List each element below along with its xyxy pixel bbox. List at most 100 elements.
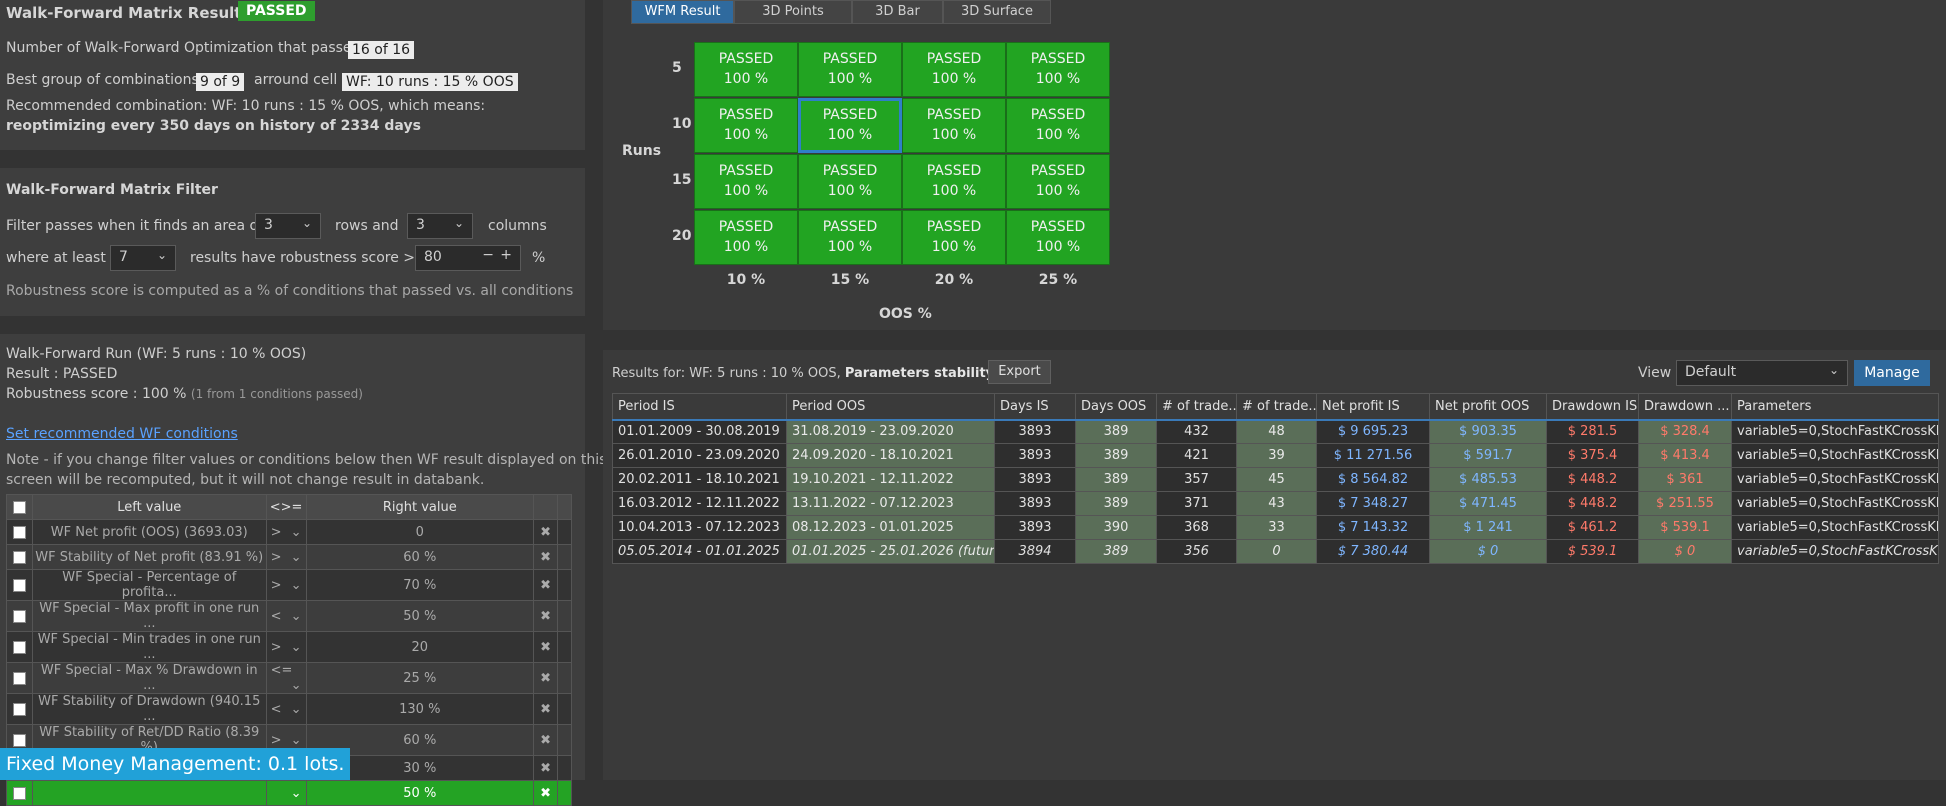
matrix-cell[interactable]: PASSED 100 % <box>798 154 902 209</box>
table-row[interactable]: 16.03.2012 - 12.11.2022 13.11.2022 - 07.1… <box>612 491 1939 516</box>
col-header[interactable]: Period OOS <box>786 393 995 421</box>
table-row[interactable]: 05.05.2014 - 01.01.2025 01.01.2025 - 25.0… <box>612 539 1939 564</box>
col-header[interactable]: Net profit OOS <box>1429 393 1547 421</box>
table-row[interactable]: 10.04.2013 - 07.12.2023 08.12.2023 - 01.0… <box>612 515 1939 540</box>
row-checkbox[interactable] <box>6 693 33 725</box>
matrix-cell[interactable]: PASSED 100 % <box>798 42 902 97</box>
matrix-cell[interactable]: PASSED 100 % <box>1006 98 1110 153</box>
matrix-cell[interactable]: PASSED 100 % <box>798 98 902 153</box>
tab-3d-surface[interactable]: 3D Surface <box>943 0 1051 24</box>
condition-left-value[interactable]: WF Net profit (OOS) (3693.03) <box>31 519 267 545</box>
tab-wfm-result[interactable]: WFM Result <box>631 0 734 24</box>
remove-icon[interactable]: ✖ <box>533 693 558 725</box>
row-checkbox[interactable] <box>6 662 33 694</box>
row-checkbox[interactable] <box>6 544 33 570</box>
condition-operator[interactable]: > ⌄ <box>265 544 307 570</box>
col-header[interactable]: Days IS <box>994 393 1076 421</box>
row-checkbox[interactable] <box>6 631 33 663</box>
condition-right-value[interactable]: 60 % <box>305 544 535 570</box>
matrix-cell[interactable]: PASSED 100 % <box>798 210 902 265</box>
remove-icon[interactable]: ✖ <box>533 780 558 806</box>
chevron-down-icon: ⌄ <box>290 524 302 540</box>
remove-icon[interactable]: ✖ <box>533 569 558 601</box>
remove-icon[interactable]: ✖ <box>533 724 558 756</box>
manage-button[interactable]: Manage <box>1854 360 1930 386</box>
condition-left-value[interactable]: WF Stability of Net profit (83.91 %) <box>31 544 267 570</box>
condition-operator[interactable]: <⌄ <box>265 693 307 725</box>
col-header[interactable]: Period IS <box>612 393 787 421</box>
cell-status: PASSED <box>926 219 982 235</box>
row-checkbox[interactable] <box>6 600 33 632</box>
remove-icon[interactable]: ✖ <box>533 662 558 694</box>
table-cell: $ 7 380.44 <box>1316 539 1430 564</box>
rows-select[interactable]: 3 ⌄ <box>255 213 321 239</box>
matrix-cell[interactable]: PASSED 100 % <box>902 210 1006 265</box>
row-checkbox[interactable] <box>6 780 33 806</box>
table-cell: 356 <box>1156 539 1237 564</box>
table-cell: $ 448.2 <box>1546 467 1639 492</box>
matrix-cell[interactable]: PASSED 100 % <box>902 154 1006 209</box>
matrix-cell[interactable]: PASSED 100 % <box>694 42 798 97</box>
matrix-cell[interactable]: PASSED 100 % <box>694 154 798 209</box>
col-header[interactable]: # of trade... <box>1156 393 1237 421</box>
matrix-cell[interactable]: PASSED 100 % <box>902 42 1006 97</box>
condition-operator[interactable]: <= ⌄ <box>265 662 307 694</box>
minus-icon[interactable]: − <box>482 247 494 263</box>
condition-right-value[interactable]: 20 <box>305 631 535 663</box>
matrix-cell[interactable]: PASSED 100 % <box>902 98 1006 153</box>
cell-value: 100 % <box>827 71 873 87</box>
condition-left-value[interactable]: WF Stability of Drawdown (940.15 ... <box>31 693 267 725</box>
condition-right-value[interactable]: 0 <box>305 519 535 545</box>
remove-icon[interactable]: ✖ <box>533 600 558 632</box>
matrix-cell[interactable]: PASSED 100 % <box>1006 42 1110 97</box>
remove-icon[interactable]: ✖ <box>533 544 558 570</box>
col-header[interactable]: Net profit IS <box>1316 393 1430 421</box>
table-row[interactable]: 26.01.2010 - 23.09.2020 24.09.2020 - 18.1… <box>612 443 1939 468</box>
col-header[interactable]: Drawdown IS <box>1546 393 1639 421</box>
condition-operator[interactable]: > ⌄ <box>265 569 307 601</box>
export-button[interactable]: Export <box>988 360 1051 384</box>
condition-right-value[interactable]: 25 % <box>305 662 535 694</box>
results-select[interactable]: 7 ⌄ <box>110 245 176 271</box>
matrix-cell[interactable]: PASSED 100 % <box>694 210 798 265</box>
condition-right-value[interactable]: 130 % <box>305 693 535 725</box>
view-select[interactable]: Default ⌄ <box>1676 360 1848 386</box>
select-all-checkbox[interactable] <box>6 494 33 520</box>
chevron-down-icon: ⌄ <box>156 248 167 262</box>
view-label: View <box>1638 365 1672 381</box>
score-stepper[interactable]: 80 − + <box>415 245 521 271</box>
col-header[interactable]: Days OOS <box>1075 393 1157 421</box>
remove-icon[interactable]: ✖ <box>533 631 558 663</box>
col-header[interactable]: # of trade... <box>1236 393 1317 421</box>
condition-operator[interactable]: <⌄ <box>265 600 307 632</box>
matrix-cell[interactable]: PASSED 100 % <box>1006 154 1110 209</box>
condition-left-value[interactable] <box>31 780 267 806</box>
matrix-cell[interactable]: PASSED 100 % <box>1006 210 1110 265</box>
row-checkbox[interactable] <box>6 519 33 545</box>
table-row[interactable]: 20.02.2011 - 18.10.2021 19.10.2021 - 12.1… <box>612 467 1939 492</box>
condition-left-value[interactable]: WF Special - Min trades in one run ... <box>31 631 267 663</box>
status-badge: PASSED <box>238 1 315 21</box>
remove-icon[interactable]: ✖ <box>533 519 558 545</box>
row-checkbox[interactable] <box>6 569 33 601</box>
condition-operator[interactable]: > ⌄ <box>265 519 307 545</box>
tab-3d-points[interactable]: 3D Points <box>734 0 852 24</box>
tab-3d-bar[interactable]: 3D Bar <box>852 0 943 24</box>
matrix-cell[interactable]: PASSED 100 % <box>694 98 798 153</box>
set-recommended-link[interactable]: Set recommended WF conditions <box>6 426 238 442</box>
table-row[interactable]: 01.01.2009 - 30.08.2019 31.08.2019 - 23.0… <box>612 419 1939 444</box>
cols-select[interactable]: 3 ⌄ <box>407 213 473 239</box>
operator-value: <= <box>270 663 293 678</box>
remove-icon[interactable]: ✖ <box>533 755 558 781</box>
condition-left-value[interactable]: WF Special - Max % Drawdown in ... <box>31 662 267 694</box>
plus-icon[interactable]: + <box>500 247 512 263</box>
condition-left-value[interactable]: WF Special - Max profit in one run ... <box>31 600 267 632</box>
col-header[interactable]: Parameters <box>1731 393 1939 421</box>
condition-operator[interactable]: > ⌄ <box>265 631 307 663</box>
condition-right-value[interactable]: 50 % <box>305 600 535 632</box>
condition-right-value[interactable]: 70 % <box>305 569 535 601</box>
condition-right-value[interactable]: 50 % <box>305 780 535 806</box>
condition-operator[interactable]: ⌄ <box>265 780 307 806</box>
col-header[interactable]: Drawdown ... <box>1638 393 1732 421</box>
condition-left-value[interactable]: WF Special - Percentage of profita... <box>31 569 267 601</box>
